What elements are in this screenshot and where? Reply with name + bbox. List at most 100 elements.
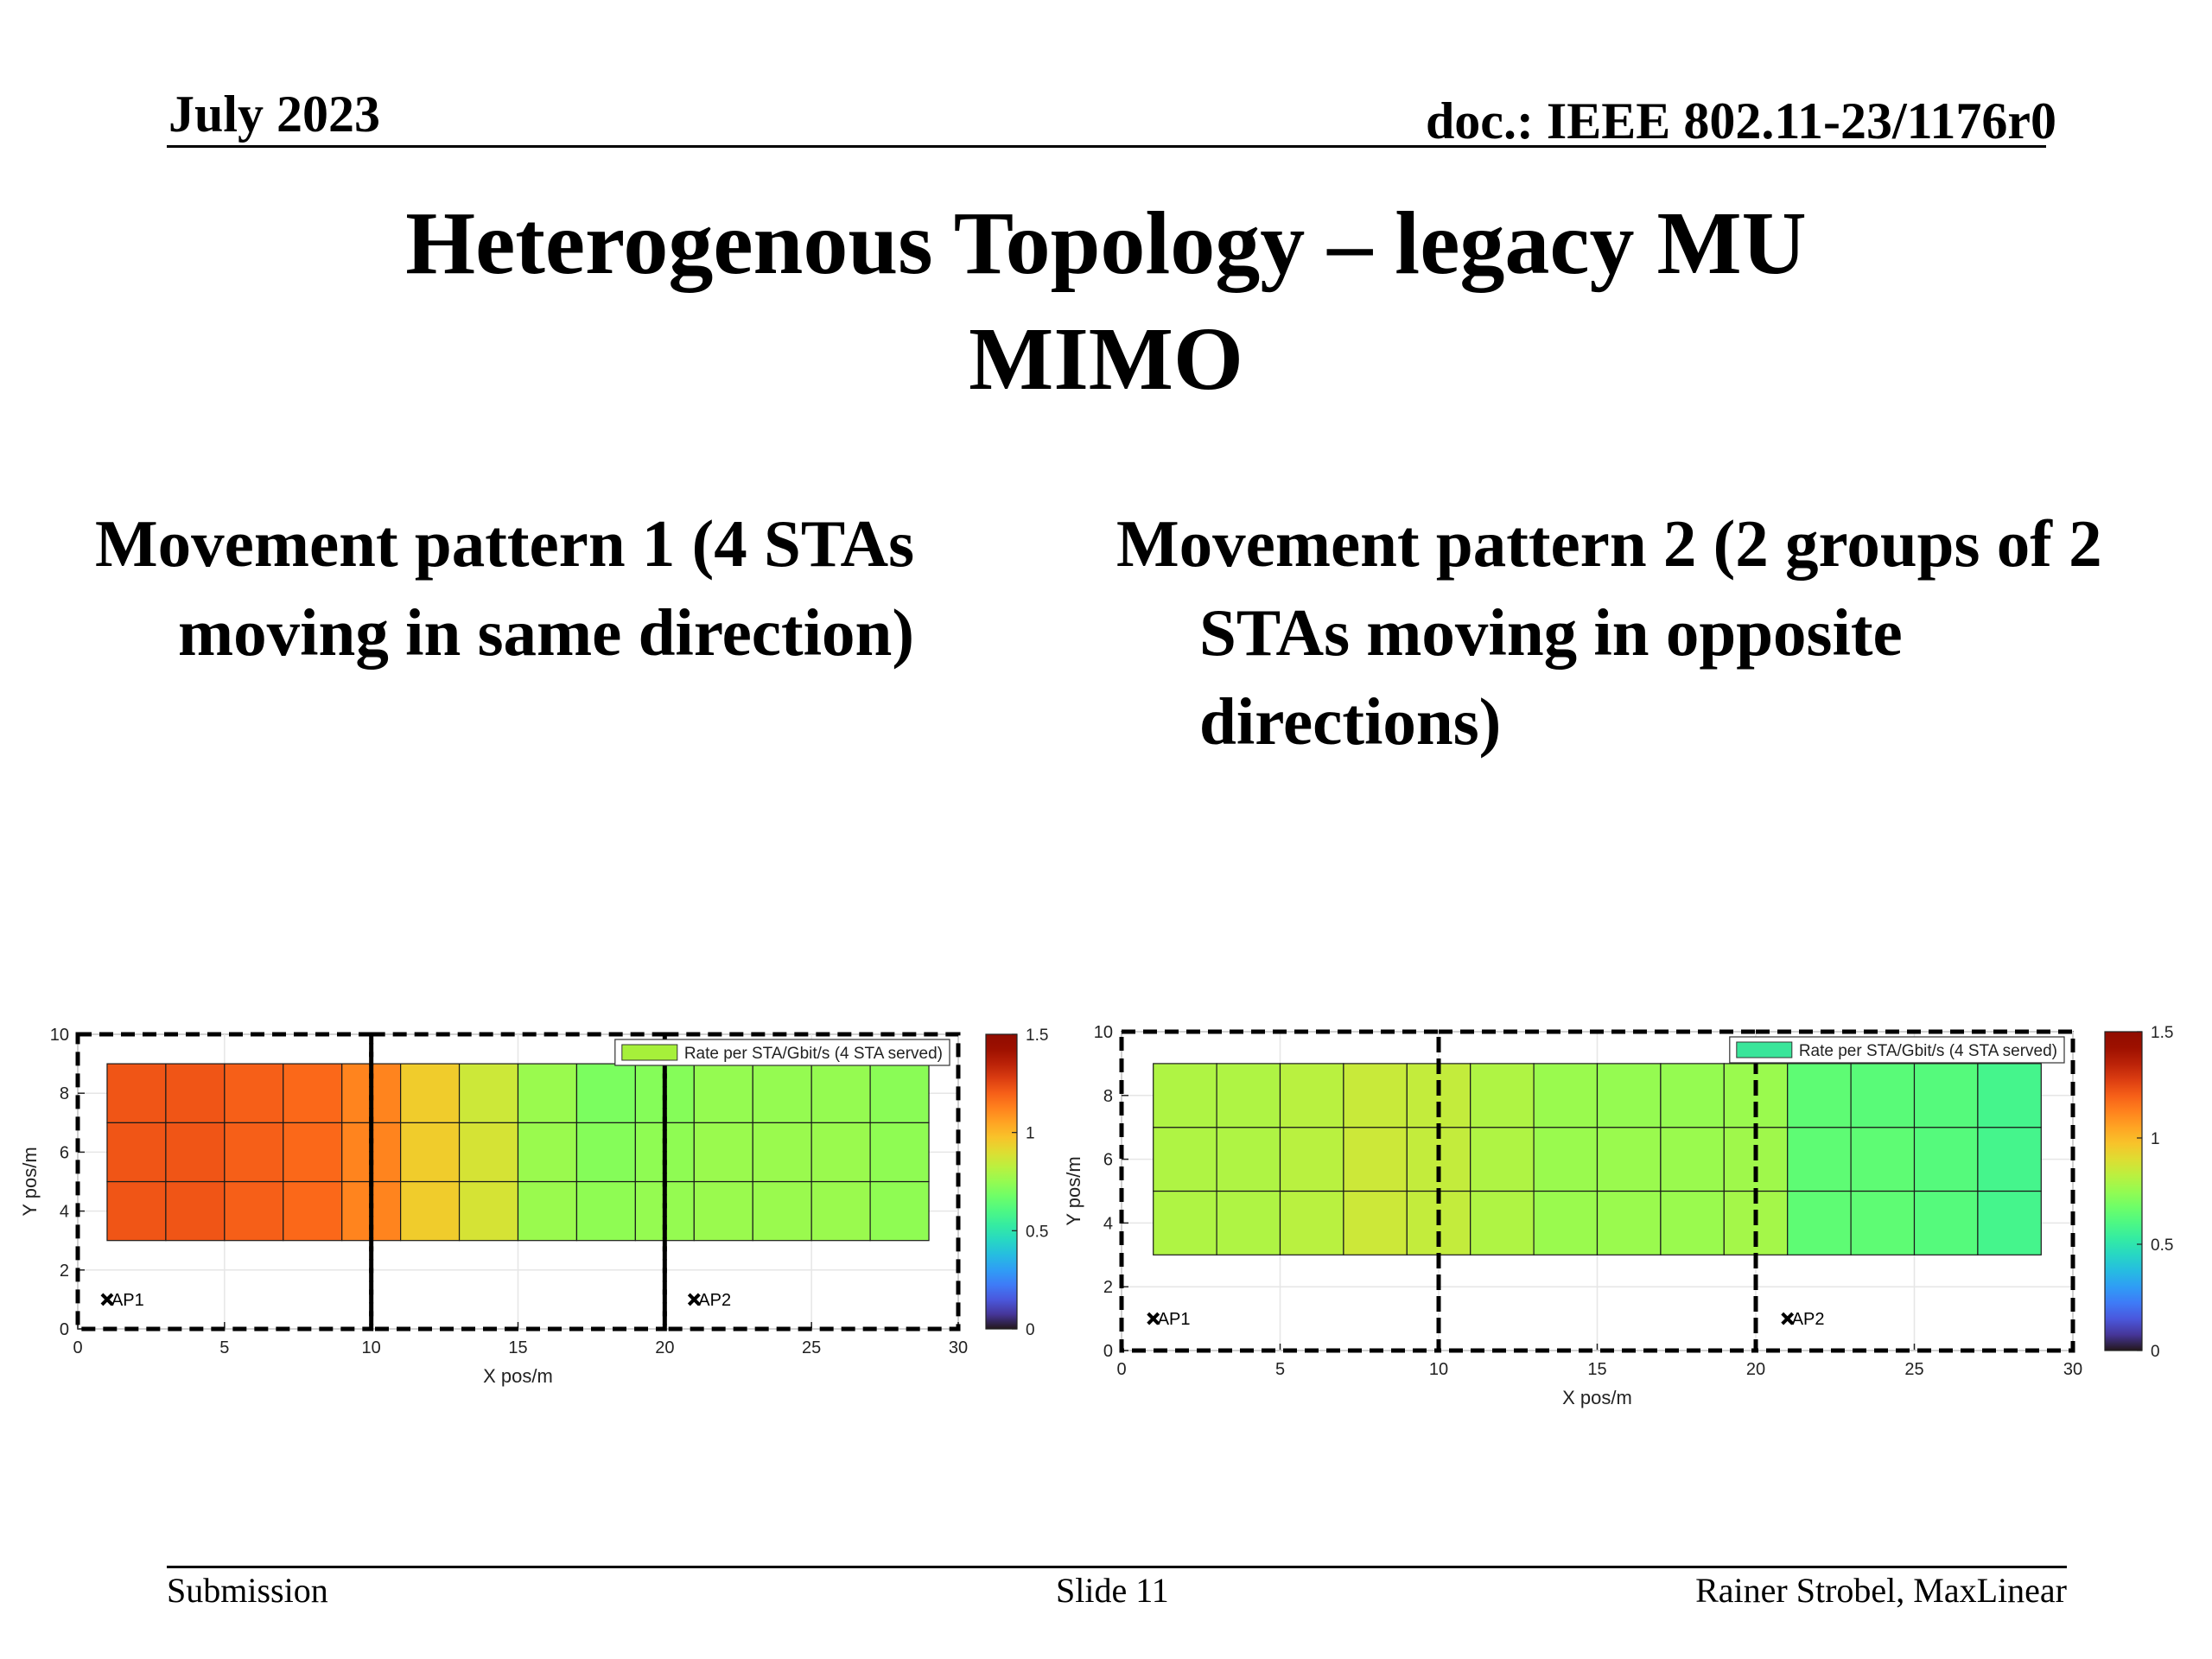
heat-cell <box>458 1180 519 1242</box>
heat-cell <box>458 1122 519 1183</box>
colorbar-tick-label: 1 <box>2151 1130 2160 1148</box>
colorbar-tick-label: 0 <box>2151 1343 2160 1361</box>
heat-cell <box>165 1180 226 1242</box>
ap-label: AP2 <box>1792 1310 1825 1329</box>
heat-cell <box>517 1180 578 1242</box>
heat-cell <box>517 1063 578 1123</box>
heat-cell <box>1977 1190 2042 1255</box>
x-tick-label: 25 <box>1904 1360 1923 1379</box>
heat-cell <box>1279 1063 1344 1128</box>
colorbar <box>985 1033 1018 1330</box>
x-tick-label: 20 <box>655 1338 674 1357</box>
x-tick-label: 0 <box>73 1338 82 1357</box>
heat-cell <box>693 1122 753 1183</box>
heat-cell <box>1533 1127 1599 1192</box>
colorbar-tick-label: 0.5 <box>2151 1236 2173 1255</box>
heat-cell <box>1660 1063 1725 1128</box>
ap-marker <box>1781 1312 1795 1325</box>
heat-cell <box>1850 1190 1916 1255</box>
x-tick-label: 5 <box>219 1338 229 1357</box>
header-rule <box>167 145 2046 148</box>
heat-cell <box>106 1122 167 1183</box>
heat-cell <box>1913 1063 1979 1128</box>
footer-left: Submission <box>167 1571 328 1610</box>
slide-title: Heterogenous Topology – legacy MU MIMO <box>405 194 1807 409</box>
colorbar-tick-label: 0 <box>1026 1321 1035 1339</box>
heat-cell <box>106 1180 167 1242</box>
heat-cell <box>1216 1190 1281 1255</box>
ap-marker <box>687 1293 701 1306</box>
date: July 2023 <box>168 86 381 143</box>
legend-label: Rate per STA/Gbit/s (4 STA served) <box>1799 1042 2057 1060</box>
x-tick-label: 0 <box>1116 1360 1126 1379</box>
heat-cell <box>1977 1127 2042 1192</box>
x-axis-label: X pos/m <box>483 1365 553 1387</box>
heat-cell <box>1850 1063 1916 1128</box>
x-tick-label: 30 <box>2063 1360 2082 1379</box>
heat-cell <box>1596 1190 1662 1255</box>
heat-cell <box>869 1122 930 1183</box>
heat-cell <box>106 1063 167 1123</box>
heat-cell <box>752 1180 812 1242</box>
footer-right: Rainer Strobel, MaxLinear <box>1695 1571 2067 1610</box>
heat-cell <box>693 1180 753 1242</box>
heat-cell <box>400 1122 461 1183</box>
y-tick-label: 0 <box>60 1320 69 1339</box>
heat-cell <box>1470 1190 1535 1255</box>
heat-cell <box>1787 1063 1852 1128</box>
x-tick-label: 15 <box>1587 1360 1606 1379</box>
heat-cell <box>517 1122 578 1183</box>
heat-cell <box>224 1122 284 1183</box>
y-tick-label: 10 <box>50 1026 69 1045</box>
y-tick-label: 8 <box>60 1084 69 1103</box>
colorbar-tick-label: 1.5 <box>2151 1024 2173 1042</box>
heat-cell <box>810 1122 871 1183</box>
y-tick-label: 8 <box>1103 1087 1113 1106</box>
heat-cell <box>693 1063 753 1123</box>
colorbar-tick-label: 0.5 <box>1026 1223 1048 1241</box>
heat-cell <box>752 1063 812 1123</box>
legend: Rate per STA/Gbit/s (4 STA served) <box>614 1039 950 1066</box>
doc-id: doc.: IEEE 802.11-23/1176r0 <box>1425 92 2056 149</box>
colorbar <box>2104 1031 2143 1351</box>
y-tick-label: 2 <box>1103 1278 1113 1297</box>
heat-cell <box>1153 1063 1217 1128</box>
heat-cell <box>1596 1127 1662 1192</box>
y-tick-label: 0 <box>1103 1342 1113 1361</box>
legend-label: Rate per STA/Gbit/s (4 STA served) <box>684 1045 943 1063</box>
heat-cell <box>869 1063 930 1123</box>
y-tick-label: 6 <box>1103 1151 1113 1170</box>
heat-cell <box>575 1122 636 1183</box>
heat-cell <box>752 1122 812 1183</box>
y-axis-label: Y pos/m <box>19 1147 41 1216</box>
legend: Rate per STA/Gbit/s (4 STA served) <box>1729 1036 2065 1064</box>
heat-cell <box>165 1122 226 1183</box>
heat-cell <box>1470 1063 1535 1128</box>
x-tick-label: 10 <box>362 1338 381 1357</box>
x-tick-label: 25 <box>802 1338 821 1357</box>
heat-cell <box>810 1180 871 1242</box>
heat-cell <box>575 1180 636 1242</box>
heat-cell <box>400 1180 461 1242</box>
x-tick-label: 30 <box>949 1338 968 1357</box>
y-axis-label: Y pos/m <box>1063 1156 1084 1225</box>
heat-cell <box>810 1063 871 1123</box>
heat-cell <box>1787 1190 1852 1255</box>
heat-cell <box>1533 1063 1599 1128</box>
zone-box <box>1753 1029 2075 1353</box>
heat-cell <box>1850 1127 1916 1192</box>
heat-cell <box>1913 1190 1979 1255</box>
heat-cell <box>1596 1063 1662 1128</box>
y-tick-label: 2 <box>60 1262 69 1281</box>
y-tick-label: 4 <box>60 1203 69 1222</box>
heat-cell <box>1533 1190 1599 1255</box>
x-tick-label: 15 <box>508 1338 527 1357</box>
heat-cell <box>1343 1190 1408 1255</box>
heat-cell <box>1913 1127 1979 1192</box>
heat-cell <box>283 1122 343 1183</box>
ap-label: AP1 <box>1158 1310 1191 1329</box>
legend-swatch <box>1736 1041 1793 1058</box>
legend-swatch <box>621 1044 678 1061</box>
heat-cell <box>1279 1127 1344 1192</box>
heat-cell <box>224 1063 284 1123</box>
